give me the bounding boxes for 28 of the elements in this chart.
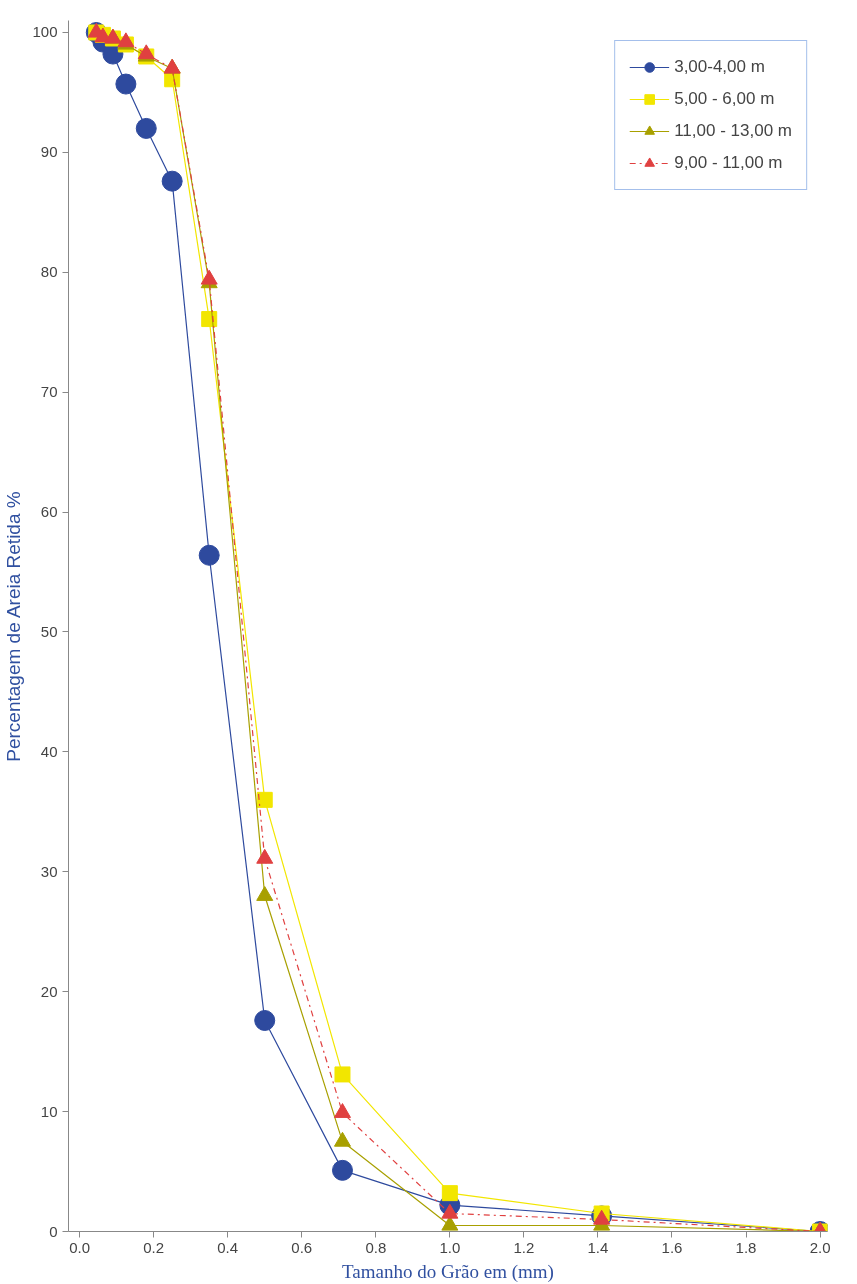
x-tick-label: 0.4: [217, 1238, 239, 1256]
legend-label: 11,00 - 13,00 m: [674, 121, 792, 141]
y-axis-title: Percentagem de Areia Retida %: [3, 491, 25, 762]
x-tick-label: 1.8: [735, 1238, 757, 1256]
legend-label: 9,00 - 11,00 m: [674, 153, 783, 173]
y-tick-label: 10: [40, 1102, 58, 1120]
y-tick-label: 80: [40, 263, 58, 281]
x-tick-label: 0.6: [291, 1238, 313, 1256]
y-tick-label: 20: [40, 982, 58, 1000]
y-tick-label: 90: [40, 143, 58, 161]
x-tick-label: 1.0: [439, 1238, 461, 1256]
x-axis-title: Tamanho do Grão em (mm): [342, 1260, 554, 1283]
y-tick-label: 0: [49, 1222, 58, 1240]
legend-label: 5,00 - 6,00 m: [674, 89, 775, 109]
x-tick-label: 1.6: [661, 1238, 683, 1256]
x-tick-label: 0.8: [365, 1238, 387, 1256]
x-tick-label: 1.4: [587, 1238, 609, 1256]
y-tick-label: 60: [40, 503, 58, 521]
x-tick-label: 0.0: [69, 1238, 91, 1256]
y-tick-label: 30: [40, 862, 58, 880]
y-tick-label: 50: [40, 623, 58, 640]
y-tick-label: 100: [32, 23, 58, 41]
y-tick-label: 70: [40, 383, 58, 401]
x-tick-label: 2.0: [809, 1238, 831, 1256]
x-tick-label: 0.2: [143, 1238, 165, 1256]
x-tick-label: 1.2: [513, 1238, 535, 1256]
legend-label: 3,00-4,00 m: [674, 57, 765, 77]
y-tick-label: 40: [40, 742, 58, 760]
